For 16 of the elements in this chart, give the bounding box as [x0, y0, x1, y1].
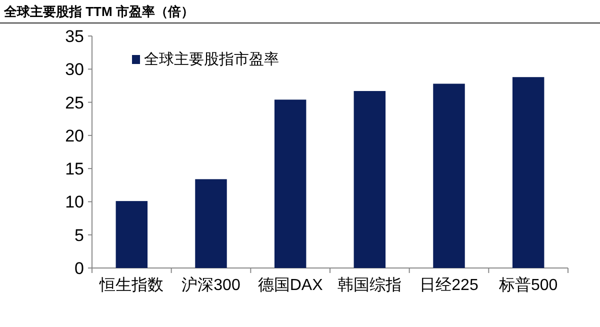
x-tick-label: 德国DAX [258, 277, 324, 294]
y-tick-label: 15 [65, 160, 84, 179]
y-tick-label: 25 [65, 93, 84, 112]
y-tick-label: 10 [65, 192, 84, 212]
legend-label: 全球主要股指市盈率 [144, 51, 279, 68]
x-tick-label: 韩国综指 [338, 276, 402, 294]
y-tick-label: 30 [65, 60, 84, 80]
y-tick-label: 20 [65, 126, 84, 146]
x-tick-label: 沪深300 [182, 276, 240, 294]
y-tick-label: 5 [74, 226, 84, 245]
x-tick-label: 标普500 [498, 276, 558, 294]
chart-title: 全球主要股指 TTM 市盈率（倍） [3, 4, 194, 19]
x-tick-label: 日经225 [420, 277, 478, 294]
x-tick-label: 恒生指数 [98, 276, 164, 294]
y-tick-label: 0 [74, 259, 84, 278]
y-tick-label: 35 [65, 27, 84, 46]
